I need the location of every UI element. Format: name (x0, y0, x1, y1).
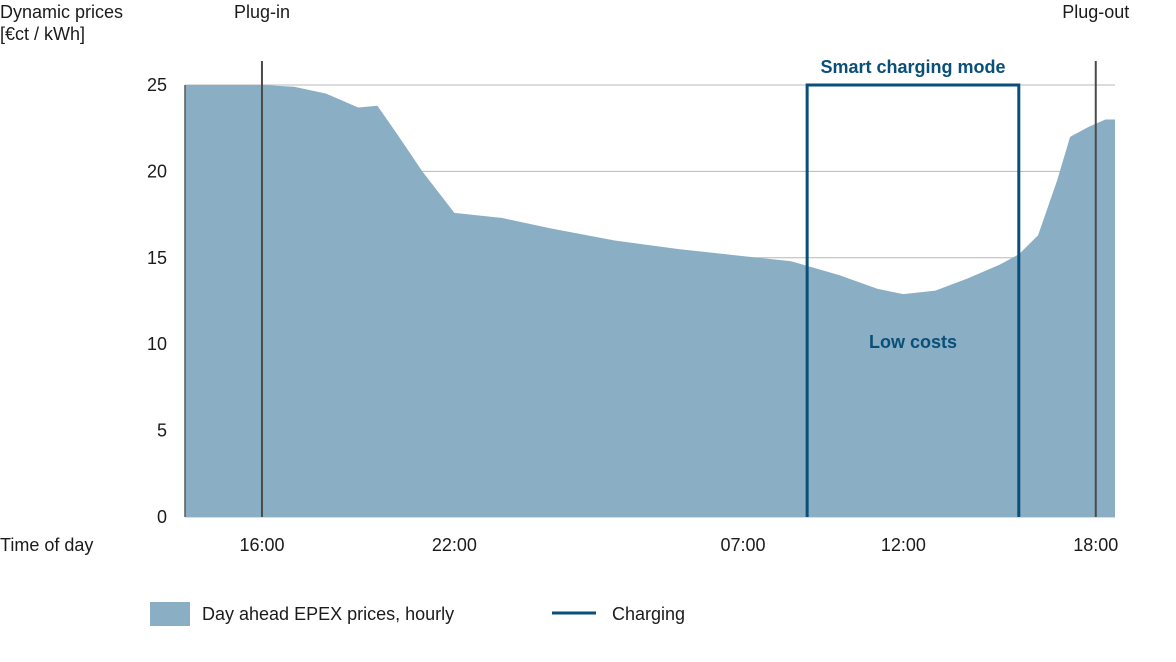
x-tick-label: 12:00 (881, 535, 926, 555)
x-axis-title: Time of day (0, 535, 93, 555)
legend-label-line: Charging (612, 604, 685, 624)
y-axis-title-line1: Dynamic prices (0, 2, 123, 22)
low-costs-label: Low costs (869, 332, 957, 352)
y-axis-title-line2: [€ct / kWh] (0, 24, 85, 44)
price-chart: Dynamic prices[€ct / kWh] 0 5 10 15 20 25 Plug-… (0, 0, 1176, 662)
chart-svg: Dynamic prices[€ct / kWh] 0 5 10 15 20 25 Plug-… (0, 0, 1176, 662)
x-tick-label: 07:00 (720, 535, 765, 555)
event-label-plug_out: Plug-out (1062, 2, 1129, 22)
x-tick-label: 22:00 (432, 535, 477, 555)
x-tick-label: 16:00 (239, 535, 284, 555)
x-tick-label: 18:00 (1073, 535, 1118, 555)
y-tick-label: 5 (157, 421, 167, 441)
y-tick-label: 10 (147, 334, 167, 354)
legend-label-area: Day ahead EPEX prices, hourly (202, 604, 454, 624)
y-tick-label: 20 (147, 161, 167, 181)
smart-charging-label: Smart charging mode (820, 57, 1005, 77)
y-tick-label: 25 (147, 75, 167, 95)
y-tick-label: 0 (157, 507, 167, 527)
legend-swatch-area (150, 602, 190, 626)
y-tick-label: 15 (147, 248, 167, 268)
event-label-plug_in: Plug-in (234, 2, 290, 22)
